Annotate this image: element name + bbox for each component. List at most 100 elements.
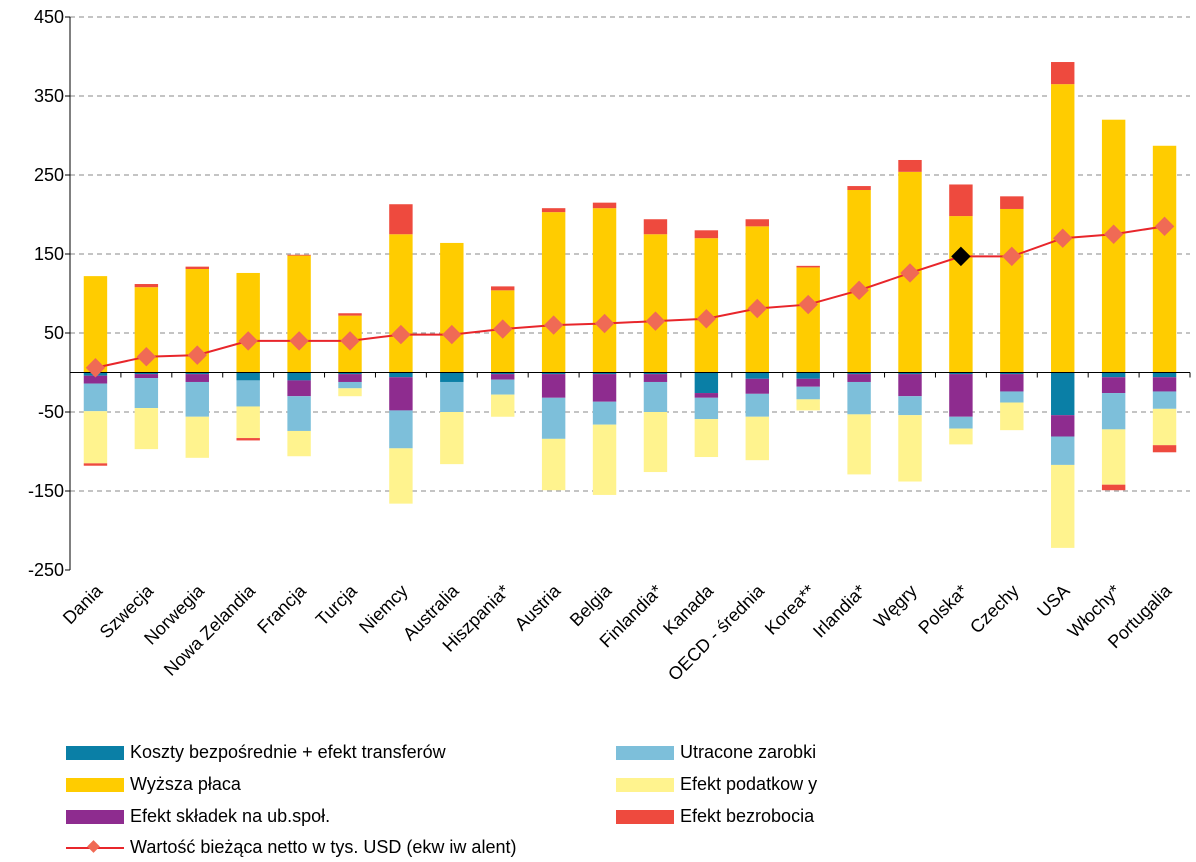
npv-marker xyxy=(1154,216,1175,237)
bar-segment-podatek xyxy=(1000,402,1024,431)
bar-segment-bezrobocie xyxy=(1051,62,1075,85)
x-tick-label: Turcja xyxy=(312,580,362,630)
bar-segment-koszty xyxy=(643,372,668,375)
bar-segment-skladki xyxy=(134,374,159,379)
bar-segment-podatek xyxy=(338,388,362,397)
bar-segment-skladki xyxy=(491,374,515,380)
bar-segment-bezrobocie xyxy=(898,159,922,172)
npv-marker xyxy=(238,331,258,351)
npv-marker xyxy=(391,324,411,345)
bar-segment-utracone xyxy=(847,381,871,415)
bar-segment-podatek xyxy=(185,416,209,458)
bar-segment-bezrobocie xyxy=(1152,445,1177,453)
bar-segment-skladki xyxy=(949,374,973,417)
bar-segment-placa xyxy=(185,269,209,373)
bars xyxy=(83,62,1177,548)
npv-marker xyxy=(493,319,513,339)
npv-marker xyxy=(85,358,106,378)
bar-segment-utracone xyxy=(541,397,566,439)
bar-segment-bezrobocie xyxy=(389,204,413,235)
bar-segment-utracone xyxy=(1000,391,1024,403)
bar-segment-koszty xyxy=(694,372,719,394)
bar-segment-podatek xyxy=(389,448,413,504)
bar-segment-podatek xyxy=(440,412,464,465)
y-tick-label: -250 xyxy=(28,560,64,580)
bar-segment-podatek xyxy=(898,415,922,482)
bar-segment-placa xyxy=(440,242,464,373)
bar-segment-skladki xyxy=(1000,374,1024,392)
bar-segment-utracone xyxy=(745,393,769,417)
npv-marker xyxy=(543,315,564,335)
bar-segment-utracone xyxy=(643,381,668,412)
bar-segment-podatek xyxy=(694,419,719,458)
npv-marker xyxy=(289,331,309,351)
bar-segment-placa xyxy=(1000,208,1024,373)
x-tick-label: OECD - średnia xyxy=(664,580,769,685)
bar-segment-koszty xyxy=(898,372,922,375)
bar-segment-placa xyxy=(236,272,260,373)
x-tick-label: Polska* xyxy=(914,581,971,638)
bar-segment-koszty xyxy=(541,372,566,375)
bar-segment-placa xyxy=(541,212,566,373)
bar-segment-utracone xyxy=(491,379,515,395)
bar-segment-utracone xyxy=(796,386,820,400)
bar-segment-utracone xyxy=(389,410,413,449)
bar-segment-utracone xyxy=(1051,436,1075,465)
bar-segment-skladki xyxy=(541,374,566,398)
bar-segment-podatek xyxy=(541,438,566,491)
npv-marker-highlight xyxy=(951,246,971,267)
bar-segment-placa xyxy=(83,276,108,373)
bar-segment-koszty xyxy=(949,372,973,375)
bar-segment-utracone xyxy=(287,396,311,431)
bar-segment-placa xyxy=(1101,119,1126,373)
bar-segment-skladki xyxy=(898,374,922,397)
bar-segment-skladki xyxy=(83,375,108,384)
bar-segment-bezrobocie xyxy=(949,184,973,217)
bar-segment-placa xyxy=(1051,84,1075,373)
npv-marker xyxy=(340,331,360,351)
bar-segment-skladki xyxy=(338,374,362,382)
x-tick-label: Nowa Zelandia xyxy=(160,580,260,680)
bar-segment-koszty xyxy=(1051,372,1075,416)
bar-segment-skladki xyxy=(389,377,413,411)
bar-segment-podatek xyxy=(134,408,159,450)
npv-marker xyxy=(1002,246,1022,267)
npv-marker xyxy=(136,346,157,367)
bar-segment-podatek xyxy=(592,424,617,495)
bar-segment-placa xyxy=(1152,145,1177,373)
x-tick-label: Belgia xyxy=(566,580,616,630)
y-tick-label: 450 xyxy=(34,7,64,27)
npv-marker xyxy=(645,311,666,331)
bar-segment-skladki xyxy=(185,374,209,382)
bar-segment-skladki xyxy=(1101,377,1126,394)
y-tick-label: 350 xyxy=(34,86,64,106)
bar-segment-skladki xyxy=(643,374,668,382)
x-tick-label: Irlandia* xyxy=(809,581,870,642)
npv-marker xyxy=(696,309,717,329)
npv-marker xyxy=(1053,228,1073,248)
y-tick-label: 250 xyxy=(34,165,64,185)
bar-segment-podatek xyxy=(287,430,311,457)
npv-marker xyxy=(442,324,462,345)
bar-segment-bezrobocie xyxy=(694,230,719,239)
bar-segment-bezrobocie xyxy=(643,219,668,235)
x-tick-label: Dania xyxy=(59,580,107,628)
bar-segment-utracone xyxy=(83,383,108,412)
bar-segment-podatek xyxy=(83,411,108,464)
npv-marker xyxy=(594,313,615,334)
bar-segment-placa xyxy=(643,234,668,373)
y-axis: 450 350 250 150 50 -50 -150 -250 xyxy=(28,7,71,580)
bar-segment-koszty xyxy=(287,372,311,381)
bar-segment-utracone xyxy=(694,397,719,420)
bar-segment-bezrobocie xyxy=(185,266,209,270)
bar-segment-utracone xyxy=(440,381,464,412)
bar-segment-koszty xyxy=(745,372,769,379)
npv-line xyxy=(85,216,1175,378)
bar-segment-utracone xyxy=(185,381,209,417)
bar-segment-skladki xyxy=(694,393,719,398)
bar-segment-skladki xyxy=(847,374,871,382)
bar-segment-placa xyxy=(287,255,311,373)
bar-segment-podatek xyxy=(796,399,820,411)
y-tick-label: -50 xyxy=(38,402,64,422)
